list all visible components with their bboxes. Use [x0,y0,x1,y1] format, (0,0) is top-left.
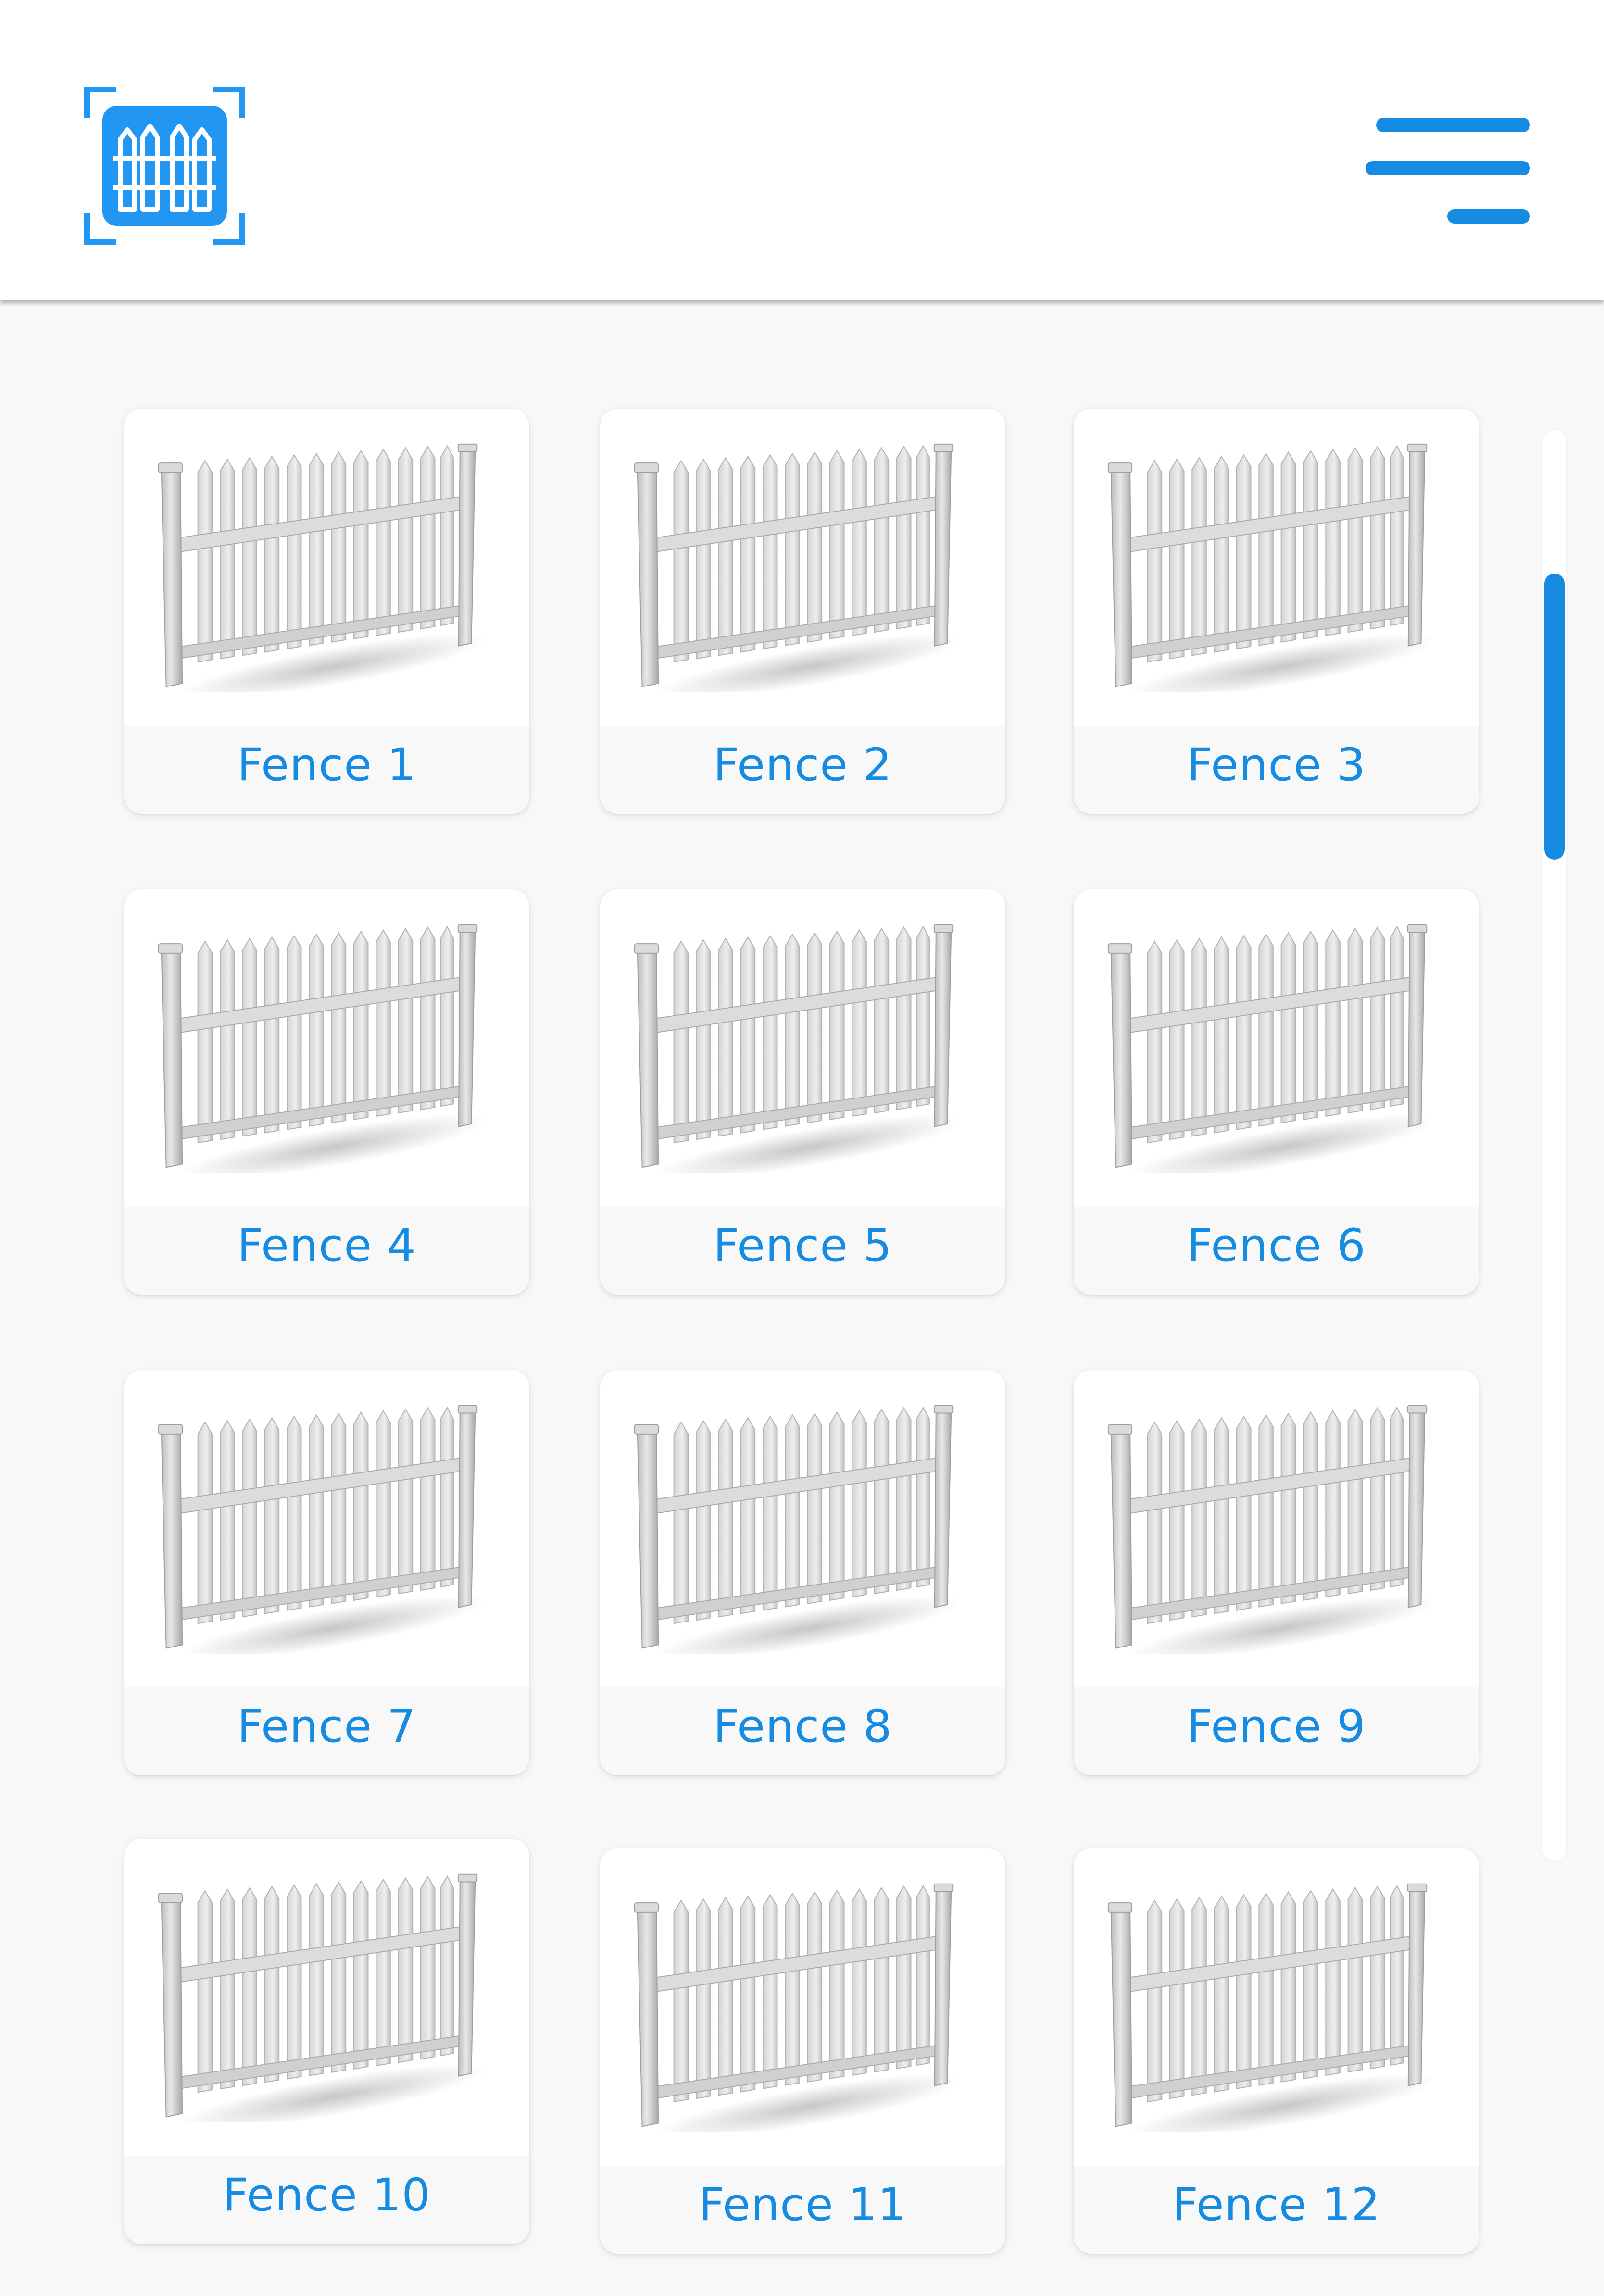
fence-card[interactable]: Fence 3 [1074,409,1479,814]
fence-card[interactable]: Fence 9 [1074,1370,1479,1775]
fence-label-bar: Fence 10 [124,2156,529,2244]
fence-image [1107,443,1434,692]
fence-card[interactable]: Fence 12 [1074,1848,1479,2254]
fence-label: Fence 3 [1187,739,1366,791]
fence-label: Fence 12 [1172,2179,1381,2231]
app-header [0,0,1604,300]
fence-label-bar: Fence 11 [600,2166,1005,2254]
fence-label: Fence 1 [237,739,416,791]
fence-card[interactable]: Fence 1 [124,409,529,814]
fence-image [1107,1405,1434,1654]
fence-image [158,443,485,692]
hamburger-menu-icon[interactable] [1366,111,1534,226]
fence-image [158,924,485,1173]
menu-line-bottom [1447,209,1530,224]
fence-label: Fence 6 [1187,1220,1366,1272]
fence-thumbnail [600,889,1005,1207]
fence-thumbnail [1074,889,1479,1207]
fence-image [634,924,961,1173]
fence-thumbnail [1074,1370,1479,1687]
fence-card[interactable]: Fence 4 [124,889,529,1295]
fence-image [634,1883,961,2132]
fence-thumbnail [124,409,529,726]
fence-label-bar: Fence 1 [124,726,529,814]
fence-scan-logo-icon[interactable] [84,87,245,245]
fence-card[interactable]: Fence 7 [124,1370,529,1775]
fence-label: Fence 4 [237,1220,416,1272]
fence-label-bar: Fence 3 [1074,726,1479,814]
fence-card[interactable]: Fence 6 [1074,889,1479,1295]
fence-thumbnail [124,1839,529,2156]
fence-thumbnail [1074,1848,1479,2166]
fence-card[interactable]: Fence 10 [124,1839,529,2244]
fence-thumbnail [1074,409,1479,726]
fence-label-bar: Fence 7 [124,1687,529,1775]
fence-thumbnail [124,889,529,1207]
fence-label: Fence 11 [698,2179,907,2231]
fence-image [634,443,961,692]
fence-thumbnail [124,1370,529,1687]
fence-card[interactable]: Fence 5 [600,889,1005,1295]
fence-thumbnail [600,1848,1005,2166]
fence-image [1107,924,1434,1173]
fence-image [1107,1883,1434,2132]
fence-image [634,1405,961,1654]
fence-label: Fence 2 [713,739,892,791]
fence-card[interactable]: Fence 11 [600,1848,1005,2254]
fence-label: Fence 5 [713,1220,892,1272]
fence-thumbnail [600,1370,1005,1687]
fence-label-bar: Fence 2 [600,726,1005,814]
scrollbar-track[interactable] [1542,430,1566,1860]
fence-label: Fence 10 [222,2169,431,2221]
fence-card[interactable]: Fence 2 [600,409,1005,814]
fence-label-bar: Fence 4 [124,1207,529,1295]
fence-label: Fence 8 [713,1700,892,1753]
fence-label-bar: Fence 5 [600,1207,1005,1295]
fence-label-bar: Fence 6 [1074,1207,1479,1295]
fence-card[interactable]: Fence 8 [600,1370,1005,1775]
fence-image [158,1873,485,2122]
fence-label-bar: Fence 9 [1074,1687,1479,1775]
scrollbar-thumb[interactable] [1544,574,1565,860]
menu-line-middle [1366,161,1530,175]
fence-label-bar: Fence 12 [1074,2166,1479,2254]
fence-image [158,1405,485,1654]
fence-thumbnail [600,409,1005,726]
fence-label: Fence 7 [237,1700,416,1753]
menu-line-top [1376,118,1530,132]
fence-label-bar: Fence 8 [600,1687,1005,1775]
fence-label: Fence 9 [1187,1700,1366,1753]
